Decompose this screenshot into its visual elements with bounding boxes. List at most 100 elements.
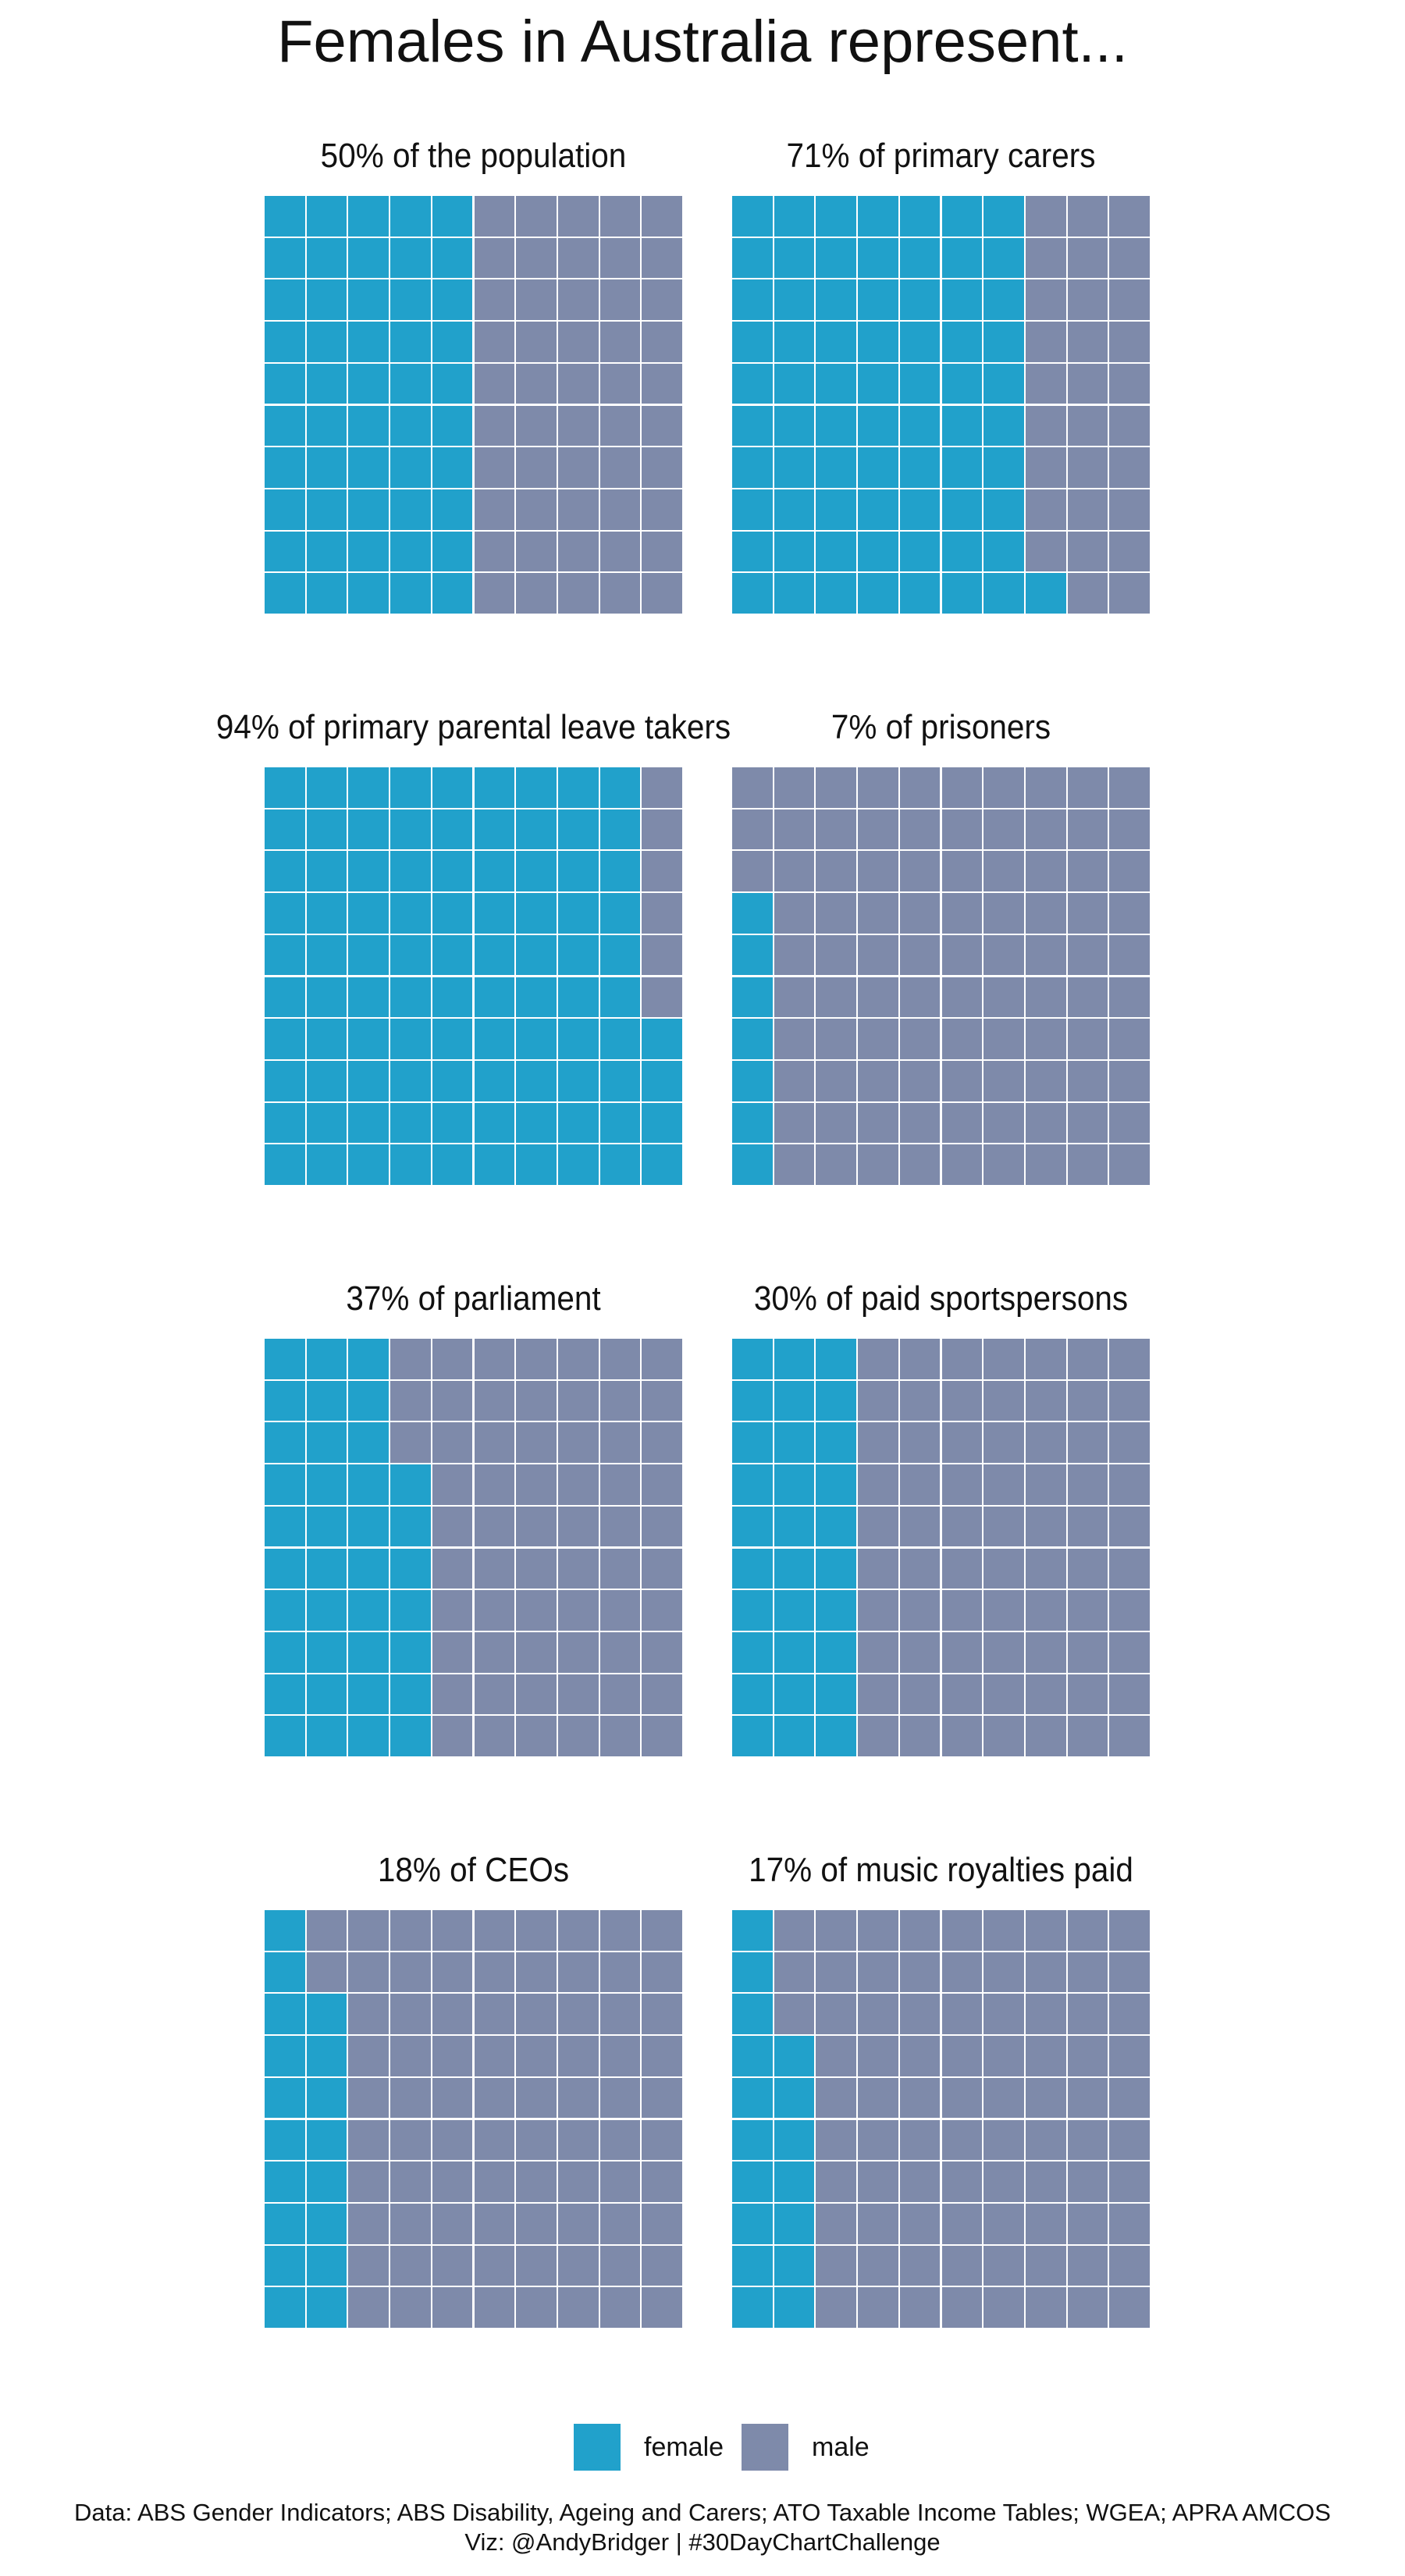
waffle-cell-female [983,447,1025,489]
waffle-cell-male [515,447,557,489]
waffle-cell-male [1024,2286,1067,2329]
waffle-cell-female [264,1464,306,1506]
waffle-cell-male [557,2076,599,2119]
waffle-cell-male [557,237,599,279]
waffle-cell-male [1066,279,1109,322]
waffle-cell-male [1066,850,1109,893]
waffle-cell-male [1108,1547,1151,1590]
waffle-cell-female [641,1059,683,1102]
waffle-cell-male [641,1909,683,1952]
waffle-cell-male [599,2161,642,2203]
waffle-cell-female [347,1379,390,1422]
waffle-cell-female [731,321,774,363]
waffle-cell-male [983,2244,1025,2287]
waffle-cell-female [731,1547,774,1590]
waffle-cell-male [641,1951,683,1994]
waffle-cell-female [347,1059,390,1102]
waffle-cell-male [431,1338,474,1380]
waffle-cell-male [1066,1018,1109,1060]
waffle-cell-male [941,1951,984,1994]
waffle-cell-male [941,2161,984,2203]
waffle-cell-male [473,447,516,489]
waffle-cell-female [773,1673,816,1716]
waffle-cell-male [473,1909,516,1952]
waffle-cell-female [305,572,348,614]
waffle-cell-male [557,1464,599,1506]
waffle-cell-male [389,2286,432,2329]
waffle-cell-male [1024,279,1067,322]
waffle-cell-male [1066,2076,1109,2119]
waffle-cell-female [773,1715,816,1757]
waffle-cell-male [347,1909,390,1952]
waffle-cell-female [815,1589,858,1631]
waffle-cell-female [557,934,599,977]
waffle-cell-male [1024,195,1067,237]
waffle-cell-male [983,1101,1025,1144]
waffle-cell-male [641,2076,683,2119]
waffle-grid [731,1338,1151,1757]
waffle-cell-male [941,1379,984,1422]
waffle-cell-male [983,1338,1025,1380]
waffle-cell-male [473,1715,516,1757]
waffle-cell-female [431,1144,474,1186]
waffle-cell-male [473,1589,516,1631]
waffle-cell-female [815,488,858,531]
waffle-cell-female [773,1589,816,1631]
waffle-cell-female [264,2035,306,2077]
waffle-cell-male [1024,1673,1067,1716]
waffle-cell-female [515,892,557,934]
waffle-cell-male [473,195,516,237]
waffle-cell-male [1024,488,1067,531]
waffle-cell-male [515,2286,557,2329]
waffle-cell-female [857,530,899,573]
waffle-cell-male [389,1909,432,1952]
caption-credit: Viz: @AndyBridger | #30DayChartChallenge [464,2528,941,2556]
waffle-cell-male [773,1059,816,1102]
waffle-cell-male [1108,934,1151,977]
waffle-cell-female [773,1421,816,1464]
waffle-cell-female [305,976,348,1019]
waffle-cell-male [473,530,516,573]
waffle-cell-female [305,1673,348,1716]
waffle-cell-male [599,1673,642,1716]
waffle-cell-male [857,1673,899,1716]
waffle-cell-male [857,1589,899,1631]
waffle-cell-male [1066,1715,1109,1757]
waffle-cell-male [473,1951,516,1994]
waffle-cell-female [264,1909,306,1952]
waffle-cell-male [1066,530,1109,573]
panel-title: 30% of paid sportspersons [753,1279,1129,1318]
legend: female male [0,2424,1405,2471]
waffle-cell-male [857,1101,899,1144]
waffle-cell-female [305,808,348,851]
panel-title: 71% of primary carers [786,137,1096,175]
waffle-grid [731,767,1151,1186]
waffle-cell-male [898,1059,941,1102]
waffle-cell-female [431,362,474,405]
waffle-cell-male [815,1101,858,1144]
waffle-cell-female [857,447,899,489]
waffle-cell-female [815,1421,858,1464]
waffle-cell-female [557,976,599,1019]
waffle-cell-male [1024,976,1067,1019]
waffle-cell-female [731,1589,774,1631]
waffle-cell-male [941,1993,984,2036]
waffle-cell-male [857,934,899,977]
waffle-cell-female [773,362,816,405]
waffle-cell-female [347,892,390,934]
waffle-cell-male [1108,1505,1151,1548]
waffle-cell-female [264,1631,306,1674]
waffle-cell-female [773,1547,816,1590]
waffle-cell-female [347,1505,390,1548]
waffle-cell-male [431,1909,474,1952]
waffle-cell-female [731,1144,774,1186]
waffle-cell-female [731,488,774,531]
waffle-cell-female [515,1144,557,1186]
waffle-cell-female [347,362,390,405]
waffle-cell-male [1066,2286,1109,2329]
waffle-cell-female [305,767,348,809]
waffle-cell-female [347,1715,390,1757]
waffle-cell-male [1024,934,1067,977]
waffle-cell-male [941,2035,984,2077]
waffle-cell-male [773,808,816,851]
